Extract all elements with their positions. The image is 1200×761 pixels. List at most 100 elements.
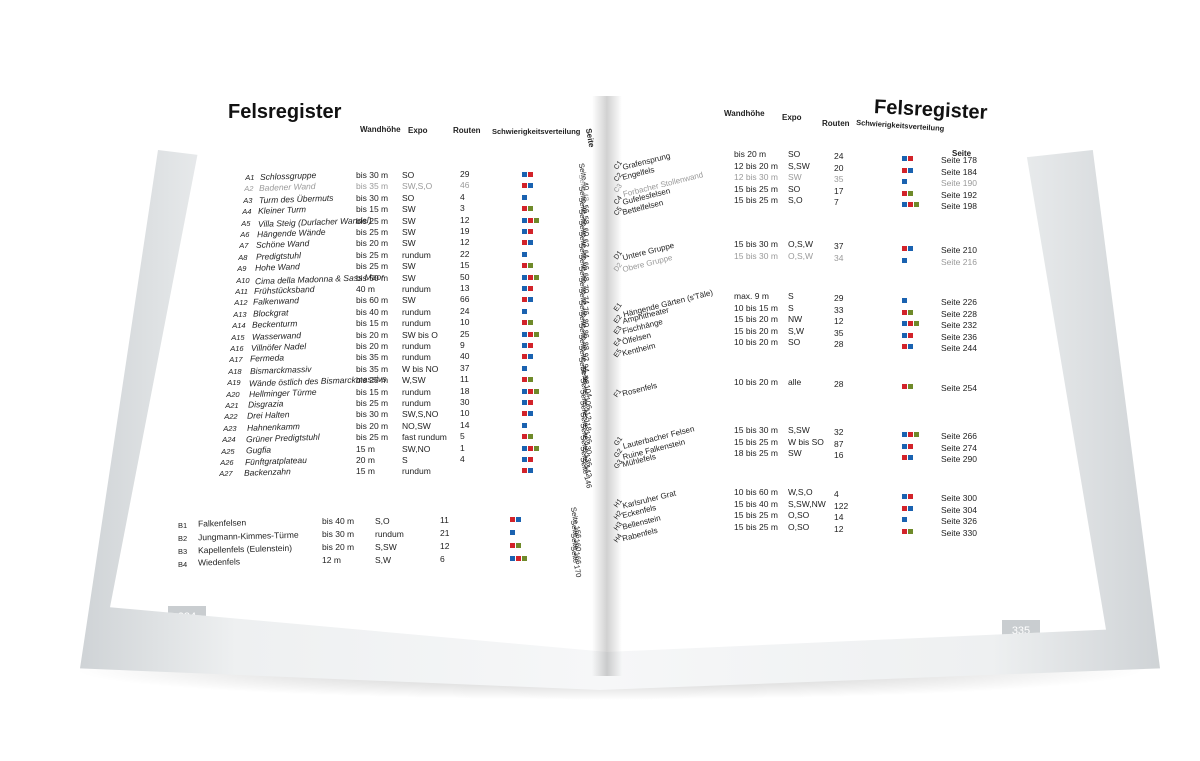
crag-name: Gugfia bbox=[245, 444, 271, 456]
crag-routes: 11 bbox=[440, 515, 449, 525]
crag-name: Drei Halten bbox=[247, 409, 291, 422]
crag-name: Turm des Übermuts bbox=[258, 192, 334, 206]
crag-page: Seite 266 bbox=[941, 431, 977, 441]
crag-expo: SW,S,O bbox=[402, 181, 433, 192]
section-name: Schramberg bbox=[633, 412, 690, 425]
crag-page: Seite 330 bbox=[941, 527, 977, 538]
crag-routes: 37 bbox=[834, 241, 844, 251]
difficulty-square bbox=[902, 494, 907, 499]
crag-id: A16 bbox=[230, 344, 244, 353]
difficulty-square bbox=[902, 179, 907, 184]
crag-expo: alle bbox=[788, 377, 802, 387]
section-page: Seite 204 bbox=[946, 230, 980, 239]
difficulty-square bbox=[902, 202, 907, 207]
difficulty-square bbox=[528, 206, 533, 212]
difficulty-square bbox=[902, 517, 907, 522]
difficulty-square bbox=[528, 229, 533, 234]
crag-expo: rundum bbox=[375, 529, 404, 539]
crag-routes: 12 bbox=[460, 237, 470, 248]
crag-expo: rundum bbox=[402, 398, 431, 408]
crag-height: bis 20 m bbox=[356, 238, 389, 249]
difficulty-square bbox=[522, 172, 527, 177]
crag-id: A1 bbox=[245, 173, 255, 182]
crag-routes: 6 bbox=[440, 554, 445, 564]
crag-height: bis 35 m bbox=[356, 352, 389, 363]
difficulty-square bbox=[522, 400, 527, 405]
section-letter: D bbox=[618, 228, 625, 239]
crag-page: Seite 190 bbox=[941, 178, 977, 188]
crag-id: A12 bbox=[234, 298, 248, 308]
section-letter: A bbox=[238, 157, 245, 168]
difficulty-square bbox=[902, 443, 907, 449]
crag-routes: 22 bbox=[460, 248, 470, 259]
crag-routes: 32 bbox=[834, 427, 844, 437]
crag-routes: 4 bbox=[834, 489, 839, 499]
difficulty-square bbox=[528, 445, 533, 451]
crag-routes: 4 bbox=[460, 191, 465, 202]
crag-name: Frühstücksband bbox=[253, 283, 315, 297]
difficulty-square bbox=[534, 331, 539, 337]
crag-routes: 18 bbox=[460, 385, 470, 396]
difficulty-square bbox=[522, 445, 527, 451]
crag-id: A25 bbox=[221, 446, 235, 456]
section-page: Seite 220 bbox=[946, 282, 980, 291]
crag-name: Kapellenfels (Eulenstein) bbox=[197, 542, 293, 556]
difficulty-square bbox=[522, 457, 527, 462]
crag-height: 10 bis 20 m bbox=[734, 337, 778, 347]
difficulty-square bbox=[902, 505, 907, 511]
difficulty-square bbox=[902, 528, 907, 534]
crag-routes: 14 bbox=[834, 512, 844, 522]
crag-id: A24 bbox=[222, 435, 236, 445]
difficulty-square bbox=[528, 434, 533, 440]
crag-id: A23 bbox=[223, 423, 237, 433]
difficulty-square bbox=[528, 217, 533, 223]
crag-height: bis 35 m bbox=[356, 181, 389, 192]
crag-height: bis 20 m bbox=[356, 341, 389, 351]
crag-height: bis 30 m bbox=[356, 409, 389, 420]
crag-expo: SO bbox=[402, 192, 415, 203]
crag-height: bis 60 m bbox=[356, 295, 389, 306]
crag-routes: 35 bbox=[834, 327, 844, 338]
crag-name: Bismarckmassiv bbox=[249, 363, 312, 376]
crag-name: Badener Wand bbox=[259, 181, 317, 194]
crag-expo: rundum bbox=[402, 284, 431, 294]
crag-name: Disgrazia bbox=[247, 398, 284, 410]
crag-routes: 37 bbox=[460, 362, 470, 373]
difficulty-square bbox=[522, 556, 527, 561]
crag-height: 40 m bbox=[356, 284, 375, 294]
crag-height: 10 bis 60 m bbox=[734, 487, 778, 497]
crag-height: 10 bis 15 m bbox=[734, 302, 778, 313]
page-title: Felsregister bbox=[228, 101, 342, 123]
crag-height: bis 50 m bbox=[356, 272, 389, 283]
difficulty-square bbox=[522, 206, 527, 212]
crag-page: Seite 300 bbox=[941, 493, 977, 503]
difficulty-square bbox=[528, 263, 533, 269]
crag-id: A21 bbox=[225, 401, 239, 410]
crag-expo: S,W bbox=[788, 325, 805, 336]
difficulty-square bbox=[528, 286, 533, 291]
difficulty-square bbox=[522, 343, 527, 348]
crag-expo: W bis SO bbox=[788, 436, 824, 447]
crag-id: B2 bbox=[178, 534, 188, 543]
crag-name: Jungmann-Kimmes-Türme bbox=[197, 529, 299, 543]
crag-height: bis 25 m bbox=[356, 249, 389, 260]
difficulty-square bbox=[528, 343, 533, 348]
difficulty-square bbox=[902, 190, 907, 196]
crag-page: Seite 326 bbox=[941, 516, 977, 526]
header-wandhoehe: Wandhöhe bbox=[724, 109, 765, 118]
crag-expo: S bbox=[788, 291, 794, 301]
crag-expo: W bis NO bbox=[402, 363, 439, 374]
crag-routes: 35 bbox=[834, 174, 844, 184]
crag-name: Hohe Wand bbox=[255, 261, 301, 273]
crag-expo: fast rundum bbox=[402, 432, 447, 443]
crag-height: bis 20 m bbox=[356, 420, 389, 431]
crag-routes: 5 bbox=[460, 431, 465, 442]
section-name: Plättig bbox=[202, 503, 232, 514]
crag-page: Seite 236 bbox=[941, 331, 977, 342]
section-page: Seite 294 bbox=[946, 478, 980, 487]
crag-routes: 29 bbox=[834, 293, 844, 303]
section-letter: E bbox=[618, 280, 624, 291]
difficulty-square bbox=[516, 543, 521, 548]
crag-page: Seite 210 bbox=[941, 245, 977, 255]
crag-name: Schlossgruppe bbox=[259, 170, 317, 182]
